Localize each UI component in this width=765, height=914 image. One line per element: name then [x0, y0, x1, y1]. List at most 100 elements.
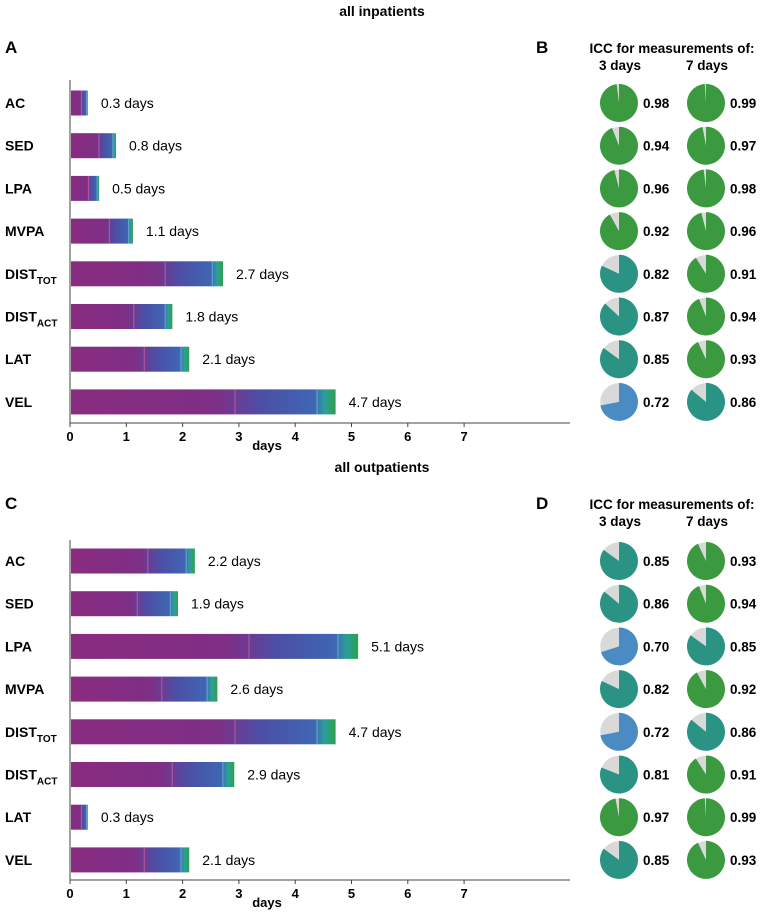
bar: [71, 304, 173, 329]
bar-data-label: 2.6 days: [230, 681, 283, 697]
category-label-sub: TOT: [37, 734, 57, 745]
category-label-main: DIST: [5, 309, 37, 325]
pie-slice: [686, 584, 725, 623]
x-tick-label: 0: [66, 429, 73, 444]
panel-label-d: D: [536, 494, 548, 513]
x-tick-label: 6: [404, 886, 411, 901]
icc-value-7days: 0.93: [730, 554, 757, 569]
category-label-main: LAT: [5, 351, 32, 367]
icc-value-3days: 0.96: [643, 181, 670, 196]
section-title-outpatients: all outpatients: [335, 459, 430, 475]
bar-data-label: 0.3 days: [101, 809, 154, 825]
icc-value-3days: 0.72: [643, 395, 669, 410]
icc-value-3days: 0.85: [643, 554, 670, 569]
x-tick-label: 7: [460, 886, 467, 901]
icc-value-3days: 0.70: [643, 639, 669, 654]
category-label-main: SED: [5, 596, 34, 612]
icc-value-7days: 0.91: [730, 768, 757, 783]
panel-label-a: A: [5, 38, 17, 57]
category-label: LPA: [5, 638, 32, 654]
category-label-main: DIST: [5, 266, 37, 282]
icc-value-3days: 0.94: [643, 139, 670, 154]
icc-value-3days: 0.97: [643, 810, 669, 825]
bar: [71, 175, 100, 201]
pie-slice: [687, 840, 726, 879]
pie-slice: [600, 840, 638, 879]
category-label: DISTACT: [5, 767, 57, 788]
icc-value-7days: 0.94: [730, 597, 757, 612]
pie-slice: [599, 755, 638, 794]
bar-data-label: 0.8 days: [129, 138, 182, 154]
x-tick-label: 6: [404, 429, 411, 444]
category-label-main: AC: [5, 553, 25, 569]
pie-slice: [600, 382, 639, 421]
icc-value-7days: 0.93: [730, 352, 757, 367]
icc-value-7days: 0.96: [730, 224, 757, 239]
pie-slice: [687, 340, 726, 379]
icc-value-7days: 0.99: [730, 96, 756, 111]
pie-slice: [687, 542, 726, 580]
bar-data-label: 2.1 days: [202, 351, 255, 367]
icc-value-3days: 0.98: [643, 96, 670, 111]
icc-value-7days: 0.99: [730, 810, 756, 825]
icc-col-3days-d: 3 days: [599, 514, 641, 529]
category-label: VEL: [5, 852, 33, 868]
category-label: SED: [5, 138, 34, 154]
icc-value-3days: 0.87: [643, 310, 669, 325]
pie-slice: [600, 254, 638, 293]
category-label: LPA: [5, 180, 32, 196]
bar-data-label: 1.1 days: [146, 223, 199, 239]
category-label: LAT: [5, 809, 32, 825]
pie-slice: [600, 212, 639, 251]
icc-value-7days: 0.98: [730, 181, 757, 196]
category-label-main: LPA: [5, 180, 32, 196]
bar: [71, 261, 224, 287]
icc-col-7days-b: 7 days: [686, 58, 728, 73]
icc-value-3days: 0.81: [643, 768, 670, 783]
category-label: SED: [5, 596, 34, 612]
category-label-main: DIST: [5, 724, 37, 740]
bar-data-label: 0.5 days: [112, 180, 165, 196]
bar: [71, 346, 190, 372]
x-tick-label: 1: [123, 886, 130, 901]
x-tick-label: 3: [235, 886, 242, 901]
category-label-main: DIST: [5, 767, 37, 783]
pie-slice: [687, 254, 726, 293]
x-tick-label: 5: [348, 886, 355, 901]
icc-value-7days: 0.85: [730, 639, 757, 654]
icc-pies-outpatients: 0.85 0.93 0.86 0.94 0.70 0.85 0.82 0.92 0.72 0.86…: [599, 541, 757, 880]
bar: [71, 548, 195, 574]
bar: [71, 762, 235, 787]
pie-slice: [687, 84, 726, 122]
category-label: MVPA: [5, 223, 44, 239]
x-tick-label: 5: [348, 429, 355, 444]
category-label-main: VEL: [5, 394, 33, 410]
x-axis-title: days: [252, 438, 282, 453]
icc-col-7days-d: 7 days: [686, 514, 728, 529]
panel-label-b: B: [536, 38, 548, 57]
bar-data-label: 1.9 days: [191, 596, 244, 612]
pie-slice: [600, 126, 638, 165]
bar-chart-outpatients: 0 1 2 3 4 5 6 7 days AC 2.2 days SED 1.9 days LPA 5.1 …: [5, 540, 570, 910]
category-label-sub: ACT: [37, 319, 58, 330]
icc-pies-inpatients: 0.98 0.99 0.94 0.97 0.96 0.98 0.92 0.96 0.82 0.91…: [599, 83, 757, 422]
category-label-main: MVPA: [5, 223, 44, 239]
category-label-sub: ACT: [37, 777, 58, 788]
x-tick-label: 4: [292, 429, 300, 444]
icc-value-3days: 0.82: [643, 267, 669, 282]
pie-slice: [686, 297, 725, 336]
icc-header-b: ICC for measurements of:: [589, 41, 754, 56]
category-label-main: MVPA: [5, 681, 44, 697]
x-tick-label: 3: [235, 429, 242, 444]
category-label: DISTTOT: [5, 266, 57, 287]
bar-data-label: 1.8 days: [185, 309, 238, 325]
bar-data-label: 2.9 days: [247, 767, 300, 783]
pie-slice: [600, 169, 638, 208]
pie-slice: [687, 670, 725, 709]
pie-slice: [599, 340, 638, 379]
pie-slice: [687, 755, 726, 794]
bar: [71, 804, 88, 830]
bar-data-label: 0.3 days: [101, 95, 154, 111]
category-label-main: LAT: [5, 809, 32, 825]
